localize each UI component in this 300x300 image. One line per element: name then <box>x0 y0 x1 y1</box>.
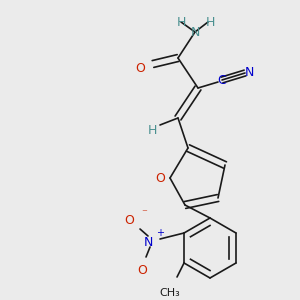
Text: ⁻: ⁻ <box>141 208 147 218</box>
Text: +: + <box>156 228 164 238</box>
Text: N: N <box>190 26 200 38</box>
Text: H: H <box>205 16 215 28</box>
Text: O: O <box>155 172 165 184</box>
Text: CH₃: CH₃ <box>160 288 180 298</box>
Text: O: O <box>137 265 147 278</box>
Text: H: H <box>176 16 186 28</box>
Text: O: O <box>135 61 145 74</box>
Text: C: C <box>218 74 226 86</box>
Text: O: O <box>124 214 134 227</box>
Text: N: N <box>143 236 153 248</box>
Text: H: H <box>147 124 157 136</box>
Text: N: N <box>244 67 254 80</box>
